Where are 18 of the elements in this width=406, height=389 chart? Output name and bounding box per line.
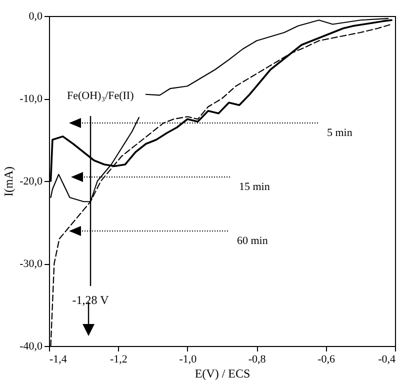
x-tick-label: -0,4 bbox=[378, 354, 396, 366]
annotation: 5 min bbox=[327, 127, 353, 139]
x-tick-label: -1,0 bbox=[179, 354, 198, 366]
annotation: 15 min bbox=[239, 181, 270, 193]
x-axis-title: E(V) / ECS bbox=[194, 366, 250, 380]
x-tick-label: -0,6 bbox=[318, 354, 336, 366]
ref-line-label: -1,28 V bbox=[72, 293, 110, 307]
y-tick-label: 0,0 bbox=[28, 10, 43, 22]
x-tick-label: -1,4 bbox=[50, 354, 68, 366]
x-tick-label: -0,8 bbox=[248, 354, 266, 366]
annotation: Fe(OH)₃/Fe(II) bbox=[67, 90, 134, 102]
y-axis-title: I(mA) bbox=[2, 166, 16, 196]
y-tick-label: -10,0 bbox=[20, 93, 43, 105]
y-tick-label: -30,0 bbox=[20, 258, 43, 270]
y-tick-label: -40,0 bbox=[20, 340, 43, 352]
y-tick-label: -20,0 bbox=[20, 176, 43, 188]
annotation: 60 min bbox=[237, 235, 268, 247]
x-tick-label: -1,2 bbox=[110, 354, 128, 366]
